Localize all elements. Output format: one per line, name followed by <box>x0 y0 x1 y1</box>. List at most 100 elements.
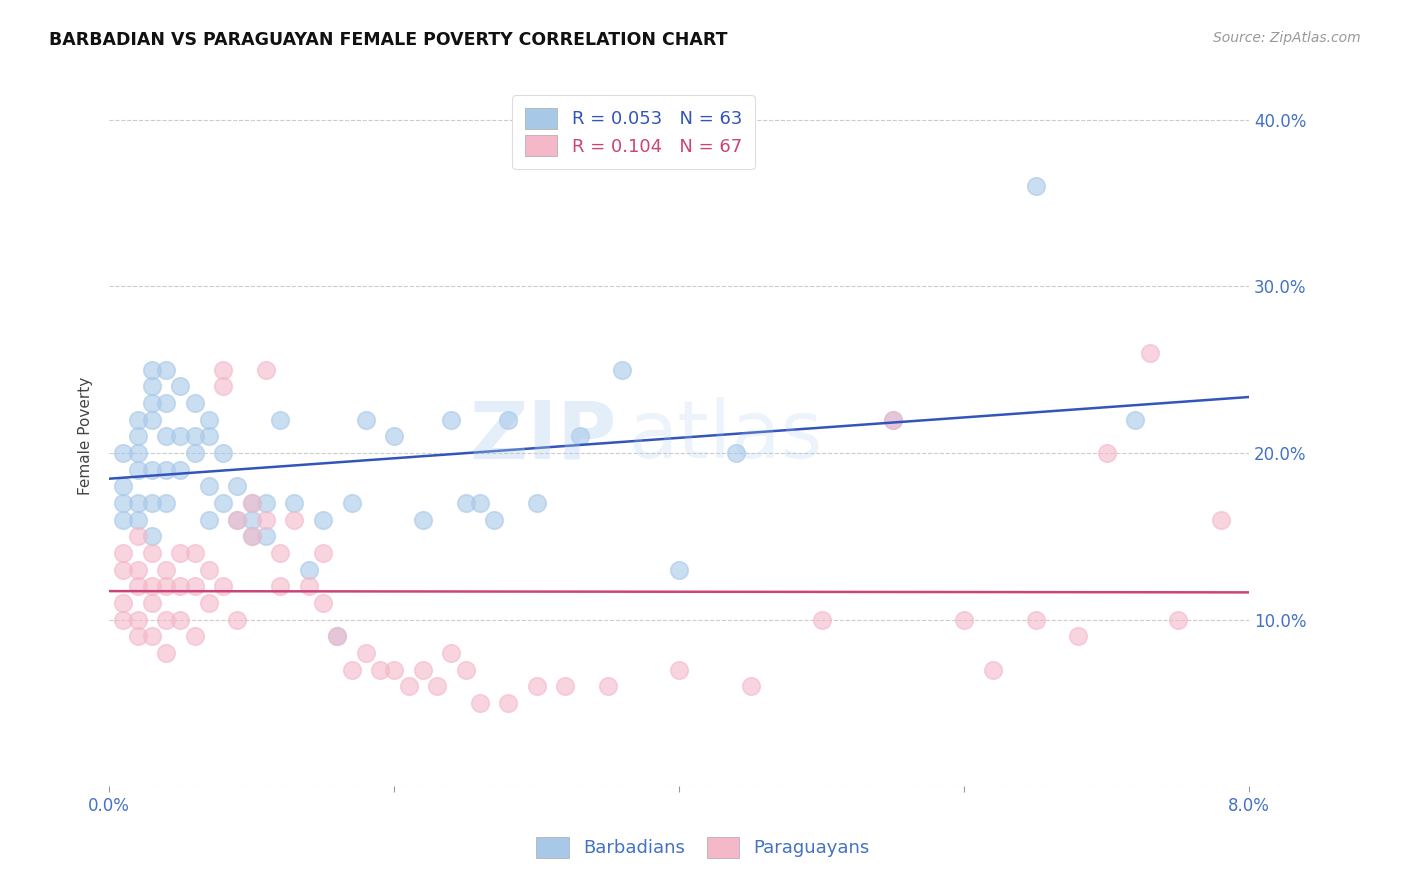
Point <box>326 629 349 643</box>
Point <box>141 396 163 410</box>
Legend: R = 0.053   N = 63, R = 0.104   N = 67: R = 0.053 N = 63, R = 0.104 N = 67 <box>512 95 755 169</box>
Point <box>141 529 163 543</box>
Point <box>312 512 335 526</box>
Point <box>141 496 163 510</box>
Point <box>340 496 363 510</box>
Point <box>240 512 263 526</box>
Point <box>184 579 207 593</box>
Point <box>198 596 221 610</box>
Point <box>155 362 177 376</box>
Point <box>127 446 149 460</box>
Point <box>354 412 377 426</box>
Point <box>155 396 177 410</box>
Point <box>212 579 235 593</box>
Point <box>141 546 163 560</box>
Point <box>1095 446 1118 460</box>
Point <box>269 412 291 426</box>
Point <box>198 479 221 493</box>
Point <box>568 429 591 443</box>
Point <box>240 496 263 510</box>
Point <box>141 629 163 643</box>
Point <box>155 579 177 593</box>
Point <box>155 613 177 627</box>
Text: Source: ZipAtlas.com: Source: ZipAtlas.com <box>1213 31 1361 45</box>
Point <box>440 646 463 660</box>
Point <box>212 362 235 376</box>
Point <box>1139 346 1161 360</box>
Point <box>226 512 249 526</box>
Point <box>240 529 263 543</box>
Point <box>184 446 207 460</box>
Point <box>198 412 221 426</box>
Point <box>112 496 135 510</box>
Point <box>312 546 335 560</box>
Point <box>212 496 235 510</box>
Point <box>212 379 235 393</box>
Point <box>326 629 349 643</box>
Point <box>1067 629 1090 643</box>
Point <box>882 412 904 426</box>
Point <box>141 579 163 593</box>
Point <box>127 429 149 443</box>
Point <box>155 563 177 577</box>
Point <box>198 512 221 526</box>
Point <box>468 696 491 710</box>
Point <box>496 696 519 710</box>
Point <box>112 596 135 610</box>
Point <box>141 596 163 610</box>
Point <box>312 596 335 610</box>
Point <box>127 563 149 577</box>
Y-axis label: Female Poverty: Female Poverty <box>79 377 93 495</box>
Point <box>169 613 191 627</box>
Point <box>155 496 177 510</box>
Point <box>1209 512 1232 526</box>
Point <box>155 462 177 476</box>
Point <box>496 412 519 426</box>
Legend: Barbadians, Paraguayans: Barbadians, Paraguayans <box>527 828 879 867</box>
Point <box>169 462 191 476</box>
Point <box>668 663 690 677</box>
Point <box>412 663 434 677</box>
Point <box>127 496 149 510</box>
Point <box>240 496 263 510</box>
Point <box>112 613 135 627</box>
Point <box>254 362 277 376</box>
Point <box>612 362 634 376</box>
Point <box>127 629 149 643</box>
Point <box>127 462 149 476</box>
Point <box>810 613 832 627</box>
Point <box>184 629 207 643</box>
Point <box>1123 412 1146 426</box>
Point <box>155 429 177 443</box>
Point <box>953 613 976 627</box>
Point <box>354 646 377 660</box>
Point <box>554 679 576 693</box>
Point <box>725 446 748 460</box>
Point <box>184 429 207 443</box>
Point <box>226 479 249 493</box>
Text: atlas: atlas <box>628 397 823 475</box>
Point <box>127 512 149 526</box>
Point <box>198 429 221 443</box>
Point <box>668 563 690 577</box>
Point <box>127 529 149 543</box>
Point <box>112 446 135 460</box>
Point <box>169 579 191 593</box>
Point <box>596 679 619 693</box>
Point <box>184 396 207 410</box>
Point <box>283 512 305 526</box>
Point <box>141 462 163 476</box>
Point <box>141 379 163 393</box>
Point <box>254 529 277 543</box>
Point <box>155 646 177 660</box>
Point <box>127 412 149 426</box>
Point <box>382 429 405 443</box>
Point <box>526 496 548 510</box>
Point <box>482 512 505 526</box>
Point <box>169 379 191 393</box>
Point <box>226 512 249 526</box>
Point <box>1025 179 1047 194</box>
Point <box>141 362 163 376</box>
Point <box>382 663 405 677</box>
Point <box>340 663 363 677</box>
